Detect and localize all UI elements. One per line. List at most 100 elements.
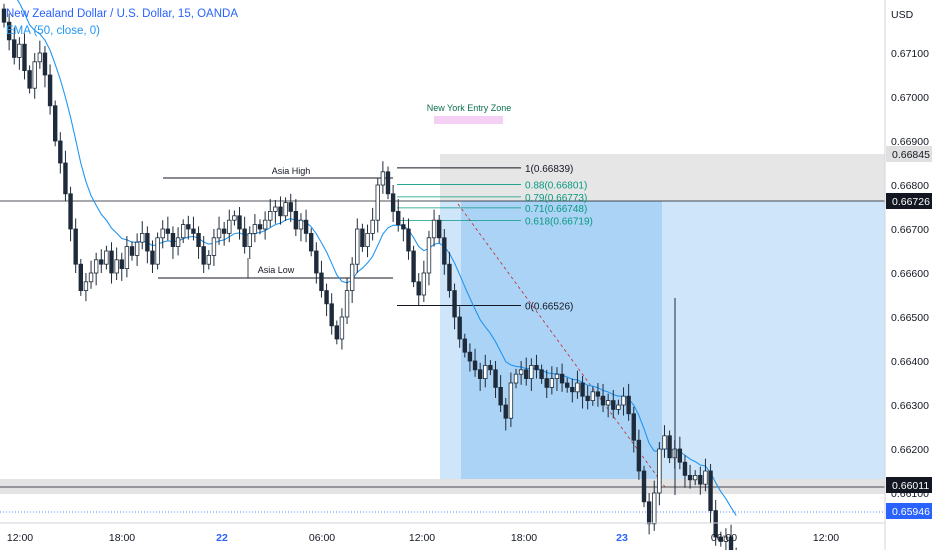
currency-label[interactable]: USD (891, 9, 914, 21)
candle-body[interactable] (442, 237, 447, 265)
candle-body[interactable] (78, 263, 83, 292)
candle-body[interactable] (68, 193, 73, 230)
candle-body[interactable] (713, 510, 718, 538)
candle-body[interactable] (114, 259, 119, 274)
candle-body[interactable] (252, 224, 258, 234)
candle-body[interactable] (396, 210, 401, 225)
candle-body[interactable] (73, 228, 78, 265)
candle-body[interactable] (119, 259, 124, 269)
candle-body[interactable] (503, 404, 508, 419)
candle-body[interactable] (355, 228, 360, 265)
candle-body[interactable] (165, 228, 171, 234)
candle-body[interactable] (493, 369, 498, 388)
candle-body[interactable] (421, 272, 427, 296)
candle-body[interactable] (180, 224, 186, 239)
candle-body[interactable] (314, 250, 319, 274)
candle-body[interactable] (544, 378, 549, 388)
candle-body[interactable] (288, 202, 293, 212)
candle-body[interactable] (155, 237, 160, 265)
candle-body[interactable] (657, 448, 662, 494)
candle-body[interactable] (227, 219, 232, 234)
candle-body[interactable] (140, 232, 145, 243)
candle-body[interactable] (365, 232, 370, 247)
candle-body[interactable] (631, 413, 636, 441)
candle-body[interactable] (22, 43, 27, 72)
candle-body[interactable] (467, 351, 473, 362)
candle-body[interactable] (416, 281, 421, 296)
candle-body[interactable] (600, 395, 606, 406)
candle-body[interactable] (539, 369, 544, 379)
ny-entry-zone[interactable] (434, 116, 503, 124)
candle-body[interactable] (37, 52, 43, 63)
candle-body[interactable] (426, 237, 432, 274)
candle-body[interactable] (723, 536, 729, 542)
candle-body[interactable] (17, 43, 22, 58)
candle-body[interactable] (570, 386, 575, 393)
candle-body[interactable] (524, 369, 529, 379)
ema-line[interactable] (4, 0, 737, 516)
candle-body[interactable] (687, 474, 693, 481)
candle-body[interactable] (339, 316, 345, 340)
candle-body[interactable] (247, 232, 252, 247)
candle-body[interactable] (549, 378, 555, 388)
candle-body[interactable] (559, 373, 565, 384)
candle-body[interactable] (677, 448, 683, 463)
candle-body[interactable] (186, 224, 191, 230)
candle-body[interactable] (293, 210, 299, 230)
candle-body[interactable] (129, 246, 135, 256)
candle-body[interactable] (477, 369, 483, 379)
candle-body[interactable] (104, 250, 109, 265)
candle-body[interactable] (641, 470, 647, 503)
candle-body[interactable] (575, 382, 580, 393)
candle-body[interactable] (278, 206, 283, 217)
candle-body[interactable] (565, 382, 570, 388)
candle-body[interactable] (385, 171, 391, 195)
candle-body[interactable] (334, 325, 339, 340)
candle-body[interactable] (145, 232, 150, 252)
candle-body[interactable] (375, 184, 380, 221)
candle-body[interactable] (585, 395, 590, 402)
candle-body[interactable] (109, 250, 114, 274)
candle-body[interactable] (411, 250, 416, 283)
candle-body[interactable] (134, 241, 140, 256)
candle-body[interactable] (636, 439, 642, 472)
candle-body[interactable] (698, 474, 703, 485)
candle-body[interactable] (273, 206, 278, 212)
candle-body[interactable] (380, 171, 386, 186)
candle-body[interactable] (237, 215, 242, 230)
candle-body[interactable] (595, 391, 601, 397)
fib-retracement[interactable]: 1(0.66839) 0.88(0.66801)0.79(0.66773)0.71… (397, 164, 593, 313)
candle-body[interactable] (221, 228, 227, 234)
candle-body[interactable] (308, 232, 314, 252)
candle-body[interactable] (529, 364, 534, 379)
candle-body[interactable] (47, 74, 53, 107)
candle-body[interactable] (436, 219, 442, 239)
candle-body[interactable] (652, 492, 657, 525)
candle-body[interactable] (452, 290, 457, 318)
candle-body[interactable] (232, 215, 237, 221)
candle-body[interactable] (268, 210, 273, 221)
candle-body[interactable] (99, 259, 104, 265)
candle-body[interactable] (534, 364, 539, 371)
candle-body[interactable] (703, 470, 708, 485)
candle-body[interactable] (344, 290, 350, 318)
candle-body[interactable] (124, 246, 130, 270)
candle-body[interactable] (718, 536, 723, 542)
candle-body[interactable] (63, 162, 68, 195)
candle-body[interactable] (508, 382, 514, 419)
candle-body[interactable] (406, 228, 411, 252)
candle-body[interactable] (319, 272, 324, 292)
candle-body[interactable] (626, 395, 631, 415)
candle-body[interactable] (6, 21, 12, 41)
candle-body[interactable] (42, 52, 48, 76)
candle-body[interactable] (201, 246, 206, 265)
symbol-title[interactable]: New Zealand Dollar / U.S. Dollar, 15, OA… (6, 8, 239, 20)
candle-body[interactable] (303, 219, 309, 234)
candle-body[interactable] (580, 382, 585, 397)
time-axis[interactable]: 12:00 18:00 22 06:00 12:00 18:00 23 06:00 12:00 (7, 532, 839, 544)
indicator-label[interactable]: EMA (50, close, 0) (6, 25, 100, 37)
candle-body[interactable] (196, 232, 201, 247)
candle-body[interactable] (283, 202, 288, 217)
